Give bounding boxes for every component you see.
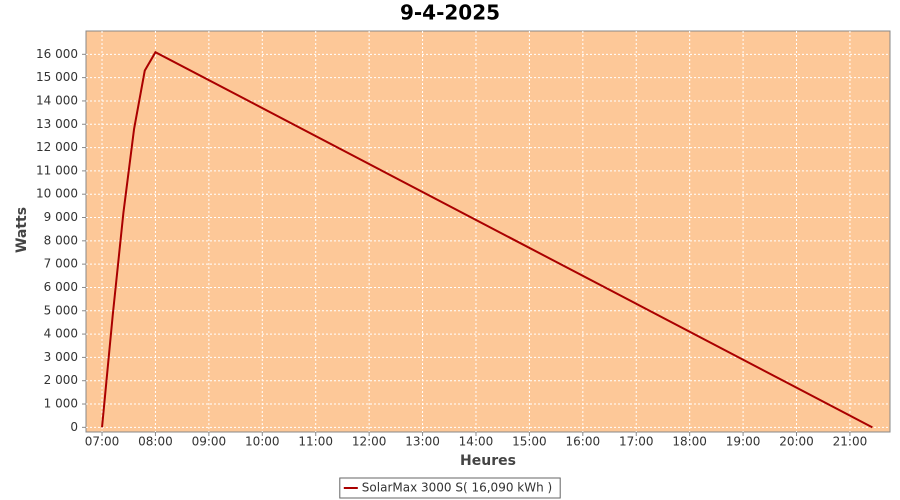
y-tick-label: 7 000 — [44, 257, 78, 271]
y-tick-label: 6 000 — [44, 280, 78, 294]
x-tick-label: 13:00 — [405, 435, 440, 449]
y-tick-label: 12 000 — [36, 140, 78, 154]
y-tick-label: 11 000 — [36, 163, 78, 177]
chart-title: 9-4-2025 — [400, 1, 500, 25]
y-tick-label: 0 — [70, 420, 78, 434]
y-tick-label: 2 000 — [44, 373, 78, 387]
x-tick-label: 16:00 — [566, 435, 601, 449]
plot-area — [85, 30, 891, 433]
y-axis-label: Watts — [14, 207, 30, 253]
x-tick-label: 17:00 — [619, 435, 654, 449]
y-tick-label: 14 000 — [36, 93, 78, 107]
x-tick-label: 07:00 — [85, 435, 120, 449]
x-tick-label: 14:00 — [459, 435, 494, 449]
x-tick-label: 20:00 — [779, 435, 814, 449]
x-tick-label: 18:00 — [672, 435, 707, 449]
x-axis-label: Heures — [460, 453, 516, 469]
x-tick-label: 11:00 — [298, 435, 333, 449]
y-tick-label: 16 000 — [36, 47, 78, 61]
legend: SolarMax 3000 S( 16,090 kWh ) — [339, 477, 561, 499]
y-tick-label: 5 000 — [44, 303, 78, 317]
y-tick-label: 3 000 — [44, 350, 78, 364]
x-tick-label: 09:00 — [192, 435, 227, 449]
x-tick-label: 15:00 — [512, 435, 547, 449]
legend-label: SolarMax 3000 S( 16,090 kWh ) — [362, 481, 552, 495]
y-tick-label: 1 000 — [44, 397, 78, 411]
y-tick-label: 10 000 — [36, 187, 78, 201]
y-tick-label: 8 000 — [44, 233, 78, 247]
y-tick-label: 13 000 — [36, 117, 78, 131]
x-tick-label: 10:00 — [245, 435, 280, 449]
x-tick-label: 19:00 — [726, 435, 761, 449]
x-tick-label: 21:00 — [833, 435, 868, 449]
x-tick-label: 08:00 — [138, 435, 173, 449]
y-tick-label: 9 000 — [44, 210, 78, 224]
legend-box — [339, 477, 561, 499]
y-tick-label: 4 000 — [44, 327, 78, 341]
y-tick-label: 15 000 — [36, 70, 78, 84]
x-tick-label: 12:00 — [352, 435, 387, 449]
data-line — [101, 50, 873, 429]
